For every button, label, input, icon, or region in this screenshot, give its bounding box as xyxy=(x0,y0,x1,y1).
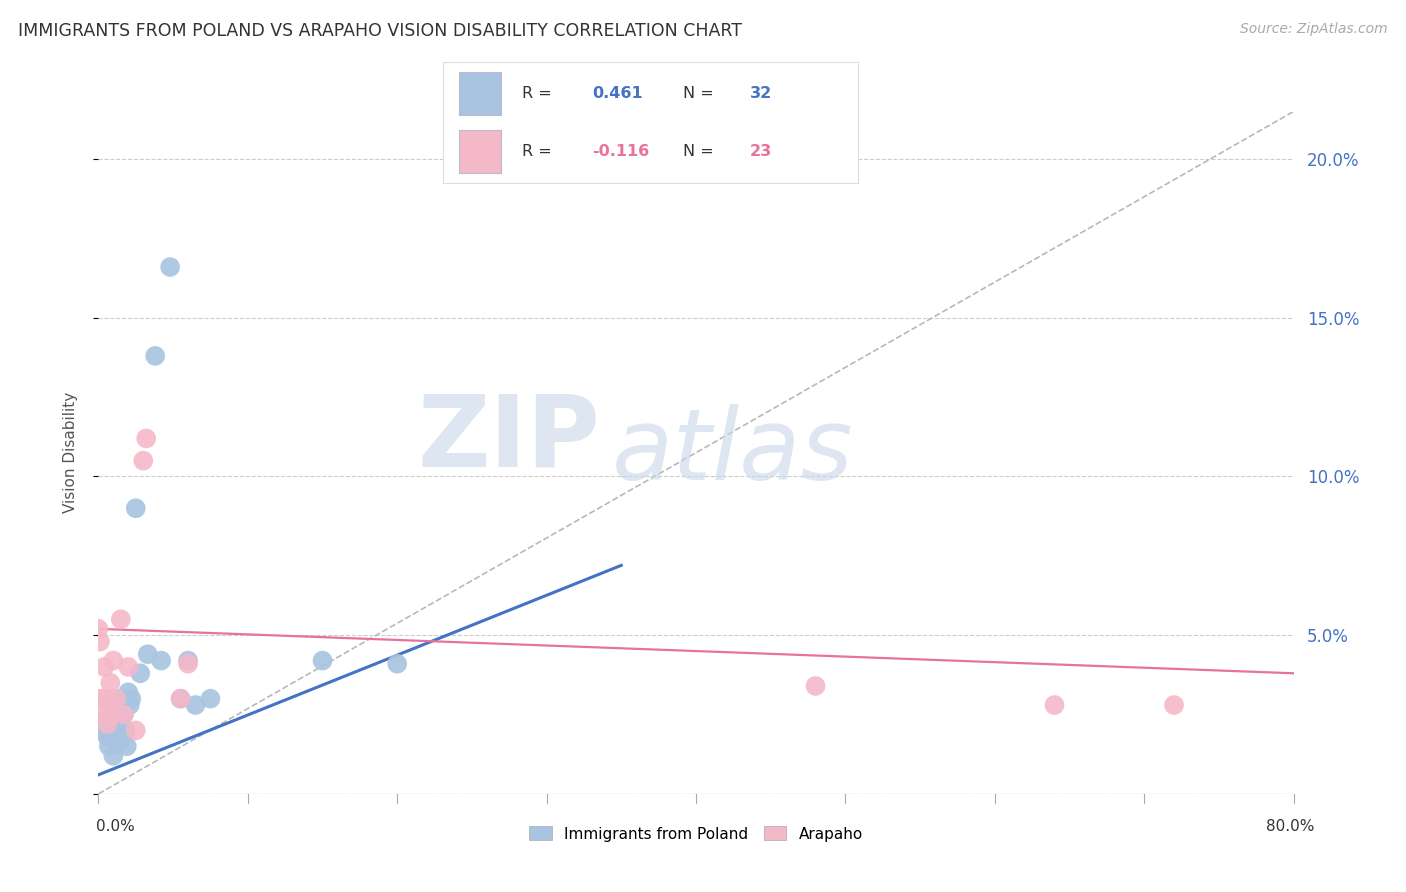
FancyBboxPatch shape xyxy=(460,72,501,115)
Point xyxy=(1163,698,1185,712)
Point xyxy=(112,707,135,722)
Point xyxy=(159,260,181,274)
Point xyxy=(385,657,409,671)
Point xyxy=(94,717,117,731)
Point xyxy=(118,698,141,712)
Text: 23: 23 xyxy=(749,144,772,159)
Point xyxy=(169,691,191,706)
FancyBboxPatch shape xyxy=(460,130,501,173)
Point xyxy=(115,739,138,754)
Point xyxy=(169,691,191,706)
Point xyxy=(96,717,118,731)
Y-axis label: Vision Disability: Vision Disability xyxy=(63,392,77,513)
Text: atlas: atlas xyxy=(613,404,853,501)
Text: N =: N = xyxy=(683,144,720,159)
Point xyxy=(136,647,159,661)
Legend: Immigrants from Poland, Arapaho: Immigrants from Poland, Arapaho xyxy=(523,821,869,847)
Point xyxy=(200,691,222,706)
Point xyxy=(143,349,166,363)
Point xyxy=(97,698,120,712)
Point xyxy=(111,730,134,744)
Point xyxy=(1043,698,1066,712)
Point xyxy=(129,666,152,681)
Text: 32: 32 xyxy=(749,87,772,102)
Point xyxy=(96,730,118,744)
Text: 0.0%: 0.0% xyxy=(96,820,135,834)
Point xyxy=(184,698,207,712)
Text: IMMIGRANTS FROM POLAND VS ARAPAHO VISION DISABILITY CORRELATION CHART: IMMIGRANTS FROM POLAND VS ARAPAHO VISION… xyxy=(18,22,742,40)
Point xyxy=(150,654,173,668)
Text: 80.0%: 80.0% xyxy=(1267,820,1315,834)
Point xyxy=(135,431,157,445)
Point xyxy=(177,654,200,668)
Point xyxy=(93,723,115,738)
Text: ZIP: ZIP xyxy=(418,391,600,488)
Text: R =: R = xyxy=(522,87,557,102)
Point xyxy=(104,723,127,738)
Point xyxy=(110,612,132,626)
Point xyxy=(177,657,200,671)
Point xyxy=(103,748,125,763)
Text: -0.116: -0.116 xyxy=(592,144,650,159)
Point xyxy=(107,730,129,744)
Point xyxy=(101,707,124,722)
Point xyxy=(89,634,111,648)
Point xyxy=(125,723,148,738)
Point xyxy=(87,622,110,636)
Point xyxy=(94,691,117,706)
Point xyxy=(108,736,131,750)
Point xyxy=(311,654,333,668)
Point xyxy=(110,691,132,706)
Point xyxy=(105,717,128,731)
Text: R =: R = xyxy=(522,144,557,159)
Point xyxy=(91,704,114,718)
Text: N =: N = xyxy=(683,87,720,102)
Point xyxy=(804,679,827,693)
Point xyxy=(114,723,136,738)
Text: 0.461: 0.461 xyxy=(592,87,643,102)
Point xyxy=(125,501,148,516)
Point xyxy=(105,691,128,706)
Point xyxy=(98,675,122,690)
Point xyxy=(93,660,115,674)
Point xyxy=(132,453,155,467)
Point xyxy=(91,714,114,728)
Point xyxy=(112,707,135,722)
Point xyxy=(97,739,120,754)
Point xyxy=(98,698,122,712)
Point xyxy=(117,685,139,699)
Text: Source: ZipAtlas.com: Source: ZipAtlas.com xyxy=(1240,22,1388,37)
Point xyxy=(117,660,139,674)
Point xyxy=(120,691,142,706)
Point xyxy=(103,654,125,668)
Point xyxy=(101,707,124,722)
Point xyxy=(90,691,112,706)
